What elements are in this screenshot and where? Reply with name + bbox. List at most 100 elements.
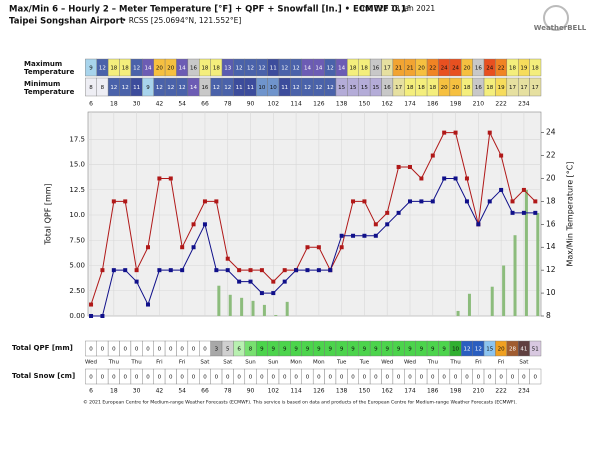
cell-label: 0 <box>454 375 458 381</box>
cell-label: 9 <box>374 347 378 353</box>
qpf-bar <box>456 310 460 316</box>
point <box>202 199 207 204</box>
cell-label: 12 <box>315 85 322 91</box>
x-tick-label: 78 <box>224 101 232 108</box>
series-line <box>91 177 536 317</box>
point <box>259 268 264 273</box>
x-tick-label: 150 <box>359 388 371 395</box>
cell-label: 3 <box>215 347 219 353</box>
point <box>202 222 207 227</box>
qpf-bar <box>274 314 278 316</box>
x-tick-label: 198 <box>450 388 462 395</box>
qpf-bar <box>217 285 221 316</box>
y-tick-label: 7.50 <box>69 236 85 244</box>
y-axis-title: Total QPF [mm] <box>44 183 53 245</box>
point <box>237 279 242 284</box>
day-label: Sun <box>245 360 256 366</box>
day-label: Wed <box>404 360 416 366</box>
day-label: Tue <box>336 360 347 366</box>
cell-label: 0 <box>260 375 264 381</box>
point <box>407 165 412 170</box>
cell-label: 0 <box>351 375 355 381</box>
point <box>430 153 435 158</box>
y2-tick-label: 14 <box>546 242 556 251</box>
point <box>259 291 264 296</box>
point <box>407 199 412 204</box>
cell-label: 0 <box>329 375 333 381</box>
cell-label: 0 <box>237 375 241 381</box>
y-tick-label: 2.50 <box>69 287 85 295</box>
cell-label: 0 <box>89 347 93 353</box>
x-tick-label: 114 <box>290 388 302 395</box>
point <box>316 245 321 250</box>
cell-label: 22 <box>498 66 505 72</box>
x-tick-label: 114 <box>290 101 302 108</box>
cell-label: 41 <box>520 347 527 353</box>
day-label: Thu <box>427 360 438 366</box>
cell-label: 0 <box>192 347 196 353</box>
point <box>339 245 344 250</box>
qpf-bar <box>502 265 506 316</box>
cell-label: 11 <box>281 85 288 91</box>
x-tick-label: 18 <box>110 101 118 108</box>
cell-label: 0 <box>180 347 184 353</box>
cell-label: 5 <box>226 347 230 353</box>
cell-label: 12 <box>293 66 300 72</box>
cell-label: 51 <box>532 347 539 353</box>
cell-label: 0 <box>226 375 230 381</box>
cell-label: 0 <box>431 375 435 381</box>
cell-label: 0 <box>442 375 446 381</box>
cell-label: 20 <box>167 66 174 72</box>
point <box>442 176 447 181</box>
cell-label: 13 <box>224 66 231 72</box>
cell-label: 12 <box>224 85 231 91</box>
cell-label: 10 <box>258 85 265 91</box>
x-tick-label: 42 <box>156 388 164 395</box>
cell-label: 18 <box>406 85 413 91</box>
x-tick-label: 222 <box>495 101 507 108</box>
point <box>157 268 162 273</box>
cell-label: 15 <box>372 85 379 91</box>
cell-label: 0 <box>158 347 162 353</box>
point <box>453 176 458 181</box>
x-tick-label: 174 <box>404 388 416 395</box>
cell-label: 14 <box>304 66 311 72</box>
qpf-bar <box>285 301 289 316</box>
day-label: Tue <box>359 360 370 366</box>
cell-label: 24 <box>486 66 493 72</box>
row-label: Total QPF [mm] <box>12 344 73 352</box>
cell-label: 12 <box>167 85 174 91</box>
y2-tick-label: 10 <box>546 288 556 297</box>
cell-label: 12 <box>327 85 334 91</box>
x-tick-label: 30 <box>133 101 141 108</box>
x-tick-label: 234 <box>518 101 530 108</box>
cell-label: 19 <box>498 85 505 91</box>
point <box>168 176 173 181</box>
cell-label: 0 <box>511 375 515 381</box>
x-tick-label: 102 <box>268 388 280 395</box>
cell-label: 22 <box>429 66 436 72</box>
x-tick-label: 150 <box>359 101 371 108</box>
cell-label: 28 <box>509 347 516 353</box>
x-tick-label: 54 <box>178 388 186 395</box>
cell-label: 20 <box>452 85 459 91</box>
point <box>123 199 128 204</box>
day-label: Thu <box>449 360 460 366</box>
day-label: Wed <box>85 360 97 366</box>
point <box>453 130 458 135</box>
point <box>271 279 276 284</box>
point <box>442 130 447 135</box>
cell-label: 9 <box>385 347 389 353</box>
point <box>464 176 469 181</box>
cell-label: 0 <box>340 375 344 381</box>
cell-label: 14 <box>338 66 345 72</box>
x-tick-label: 186 <box>427 388 439 395</box>
cell-label: 17 <box>395 85 402 91</box>
cell-label: 18 <box>486 85 493 91</box>
cell-label: 10 <box>270 85 277 91</box>
x-tick-label: 210 <box>473 388 485 395</box>
cell-label: 0 <box>146 375 150 381</box>
cell-label: 0 <box>477 375 481 381</box>
title: Max/Min 6 – Hourly 2 – Meter Temperature… <box>9 5 411 15</box>
cell-label: 17 <box>532 85 539 91</box>
